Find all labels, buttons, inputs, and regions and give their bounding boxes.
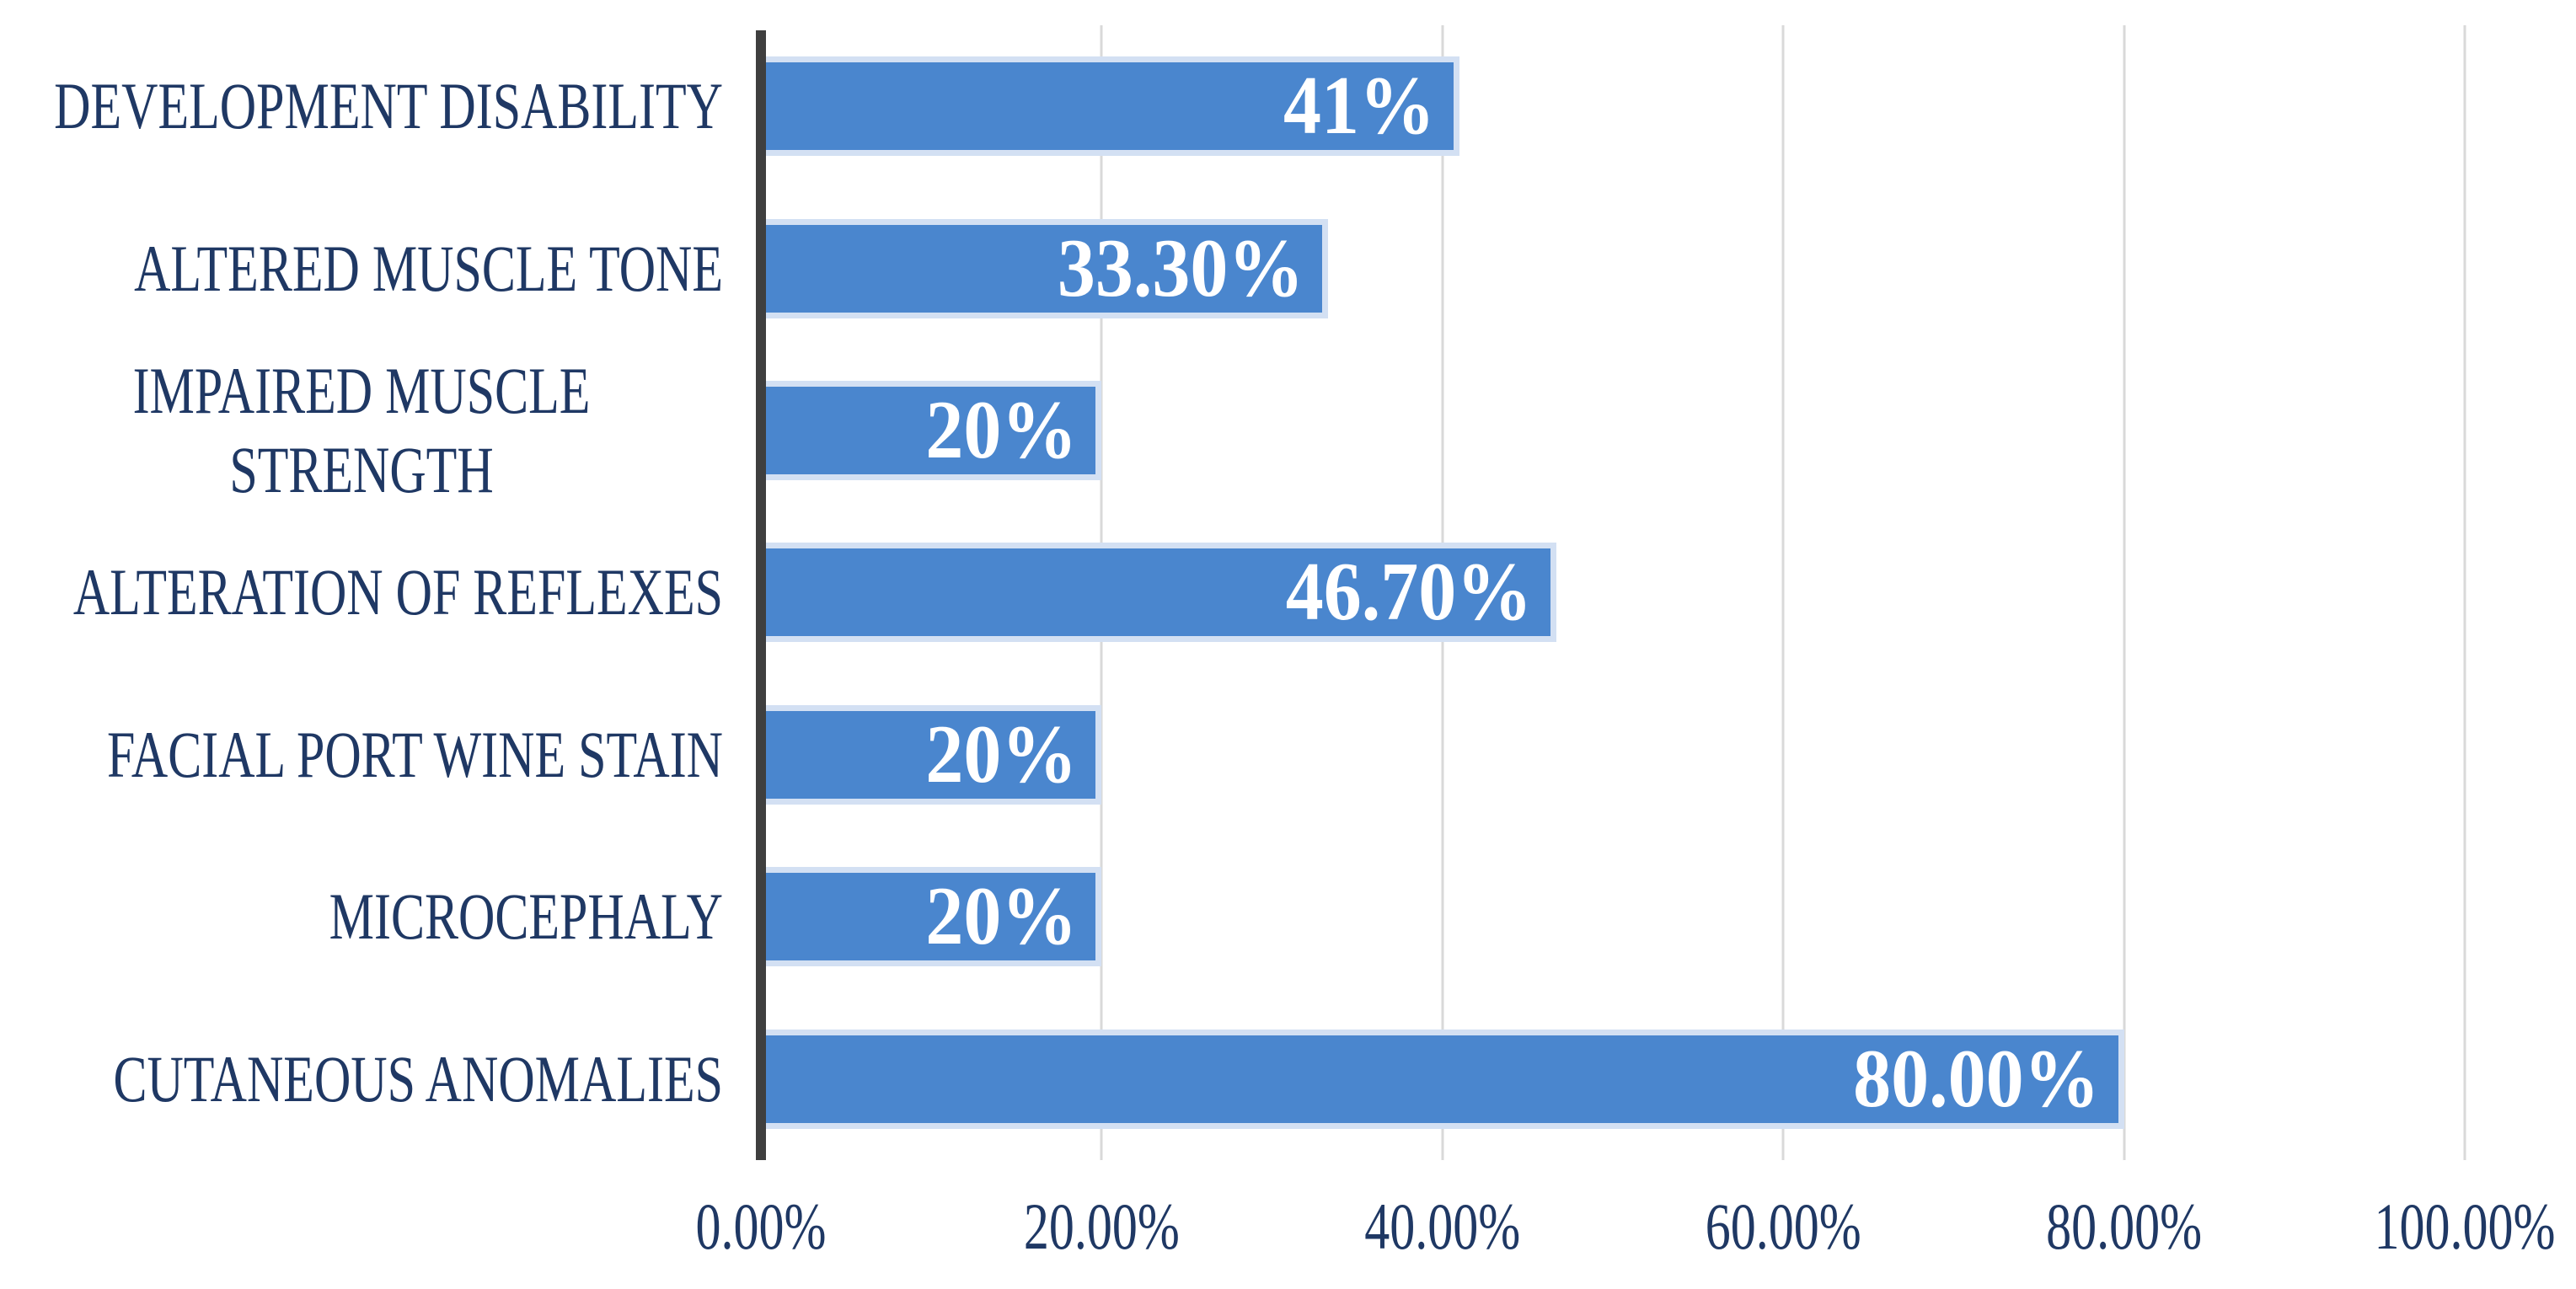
category-labels: DEVELOPMENT DISABILITY ALTERED MUSCLE TO… [0, 25, 723, 1160]
category-label: ALTERED MUSCLE TONE [134, 232, 723, 305]
bar: 46.70% [761, 543, 1557, 643]
chart-row: 41% [761, 25, 2465, 187]
gridline [1781, 25, 1785, 1160]
chart-row: 20% [761, 674, 2465, 836]
bar-value-label: 46.70% [1285, 546, 1533, 639]
chart-row: 46.70% [761, 511, 2465, 673]
bar: 20% [761, 867, 1102, 967]
chart-row: 20% [761, 350, 2465, 511]
x-axis-tick-label: 100.00% [2374, 1190, 2556, 1264]
category-label-row: DEVELOPMENT DISABILITY [0, 25, 723, 187]
chart-row: 33.30% [761, 187, 2465, 349]
category-label: DEVELOPMENT DISABILITY [54, 70, 723, 143]
category-label-row: FACIAL PORT WINE STAIN [0, 674, 723, 836]
bar: 80.00% [761, 1029, 2124, 1129]
x-axis: 0.00% 20.00% 40.00% 60.00% 80.00% 100.00… [696, 1190, 2556, 1270]
bar-value-label: 20% [925, 384, 1078, 476]
category-label: ALTERATION OF REFLEXES [72, 556, 723, 629]
plot-area: 41% 33.30% 20% 46.70% 20% 20% 80.00% [756, 25, 2466, 1160]
chart-row: 20% [761, 836, 2465, 998]
category-label-row: ALTERATION OF REFLEXES [0, 511, 723, 673]
category-label-row: CUTANEOUS ANOMALIES [0, 998, 723, 1160]
bar: 20% [761, 381, 1102, 481]
gridline [2123, 25, 2126, 1160]
x-axis-tick-label: 40.00% [1364, 1190, 1521, 1264]
x-axis-tick-label: 0.00% [695, 1190, 827, 1264]
x-axis-tick-label: 80.00% [2046, 1190, 2203, 1264]
category-label: CUTANEOUS ANOMALIES [113, 1042, 723, 1115]
y-axis-line [756, 30, 766, 1160]
category-label-row: MICROCEPHALY [0, 836, 723, 998]
category-label-row: ALTERED MUSCLE TONE [0, 187, 723, 349]
x-axis-tick-label: 20.00% [1023, 1190, 1180, 1264]
bar: 20% [761, 704, 1102, 805]
bar: 41% [761, 56, 1460, 157]
bar-value-label: 80.00% [1853, 1032, 2100, 1125]
category-label-row: IMPAIRED MUSCLE STRENGTH [0, 350, 723, 511]
bar-value-label: 20% [925, 708, 1078, 800]
bar-rows: 41% 33.30% 20% 46.70% 20% 20% 80.00% [761, 25, 2465, 1160]
category-label: FACIAL PORT WINE STAIN [106, 718, 723, 791]
bar: 33.30% [761, 218, 1329, 318]
bar-value-label: 41% [1283, 60, 1436, 152]
bar-value-label: 33.30% [1057, 222, 1304, 314]
gridline [2463, 25, 2466, 1160]
category-label: IMPAIRED MUSCLE STRENGTH [132, 355, 591, 506]
bar-value-label: 20% [925, 870, 1078, 963]
chart-row: 80.00% [761, 998, 2465, 1160]
x-axis-tick-label: 60.00% [1705, 1190, 1861, 1264]
category-label: MICROCEPHALY [329, 880, 723, 954]
